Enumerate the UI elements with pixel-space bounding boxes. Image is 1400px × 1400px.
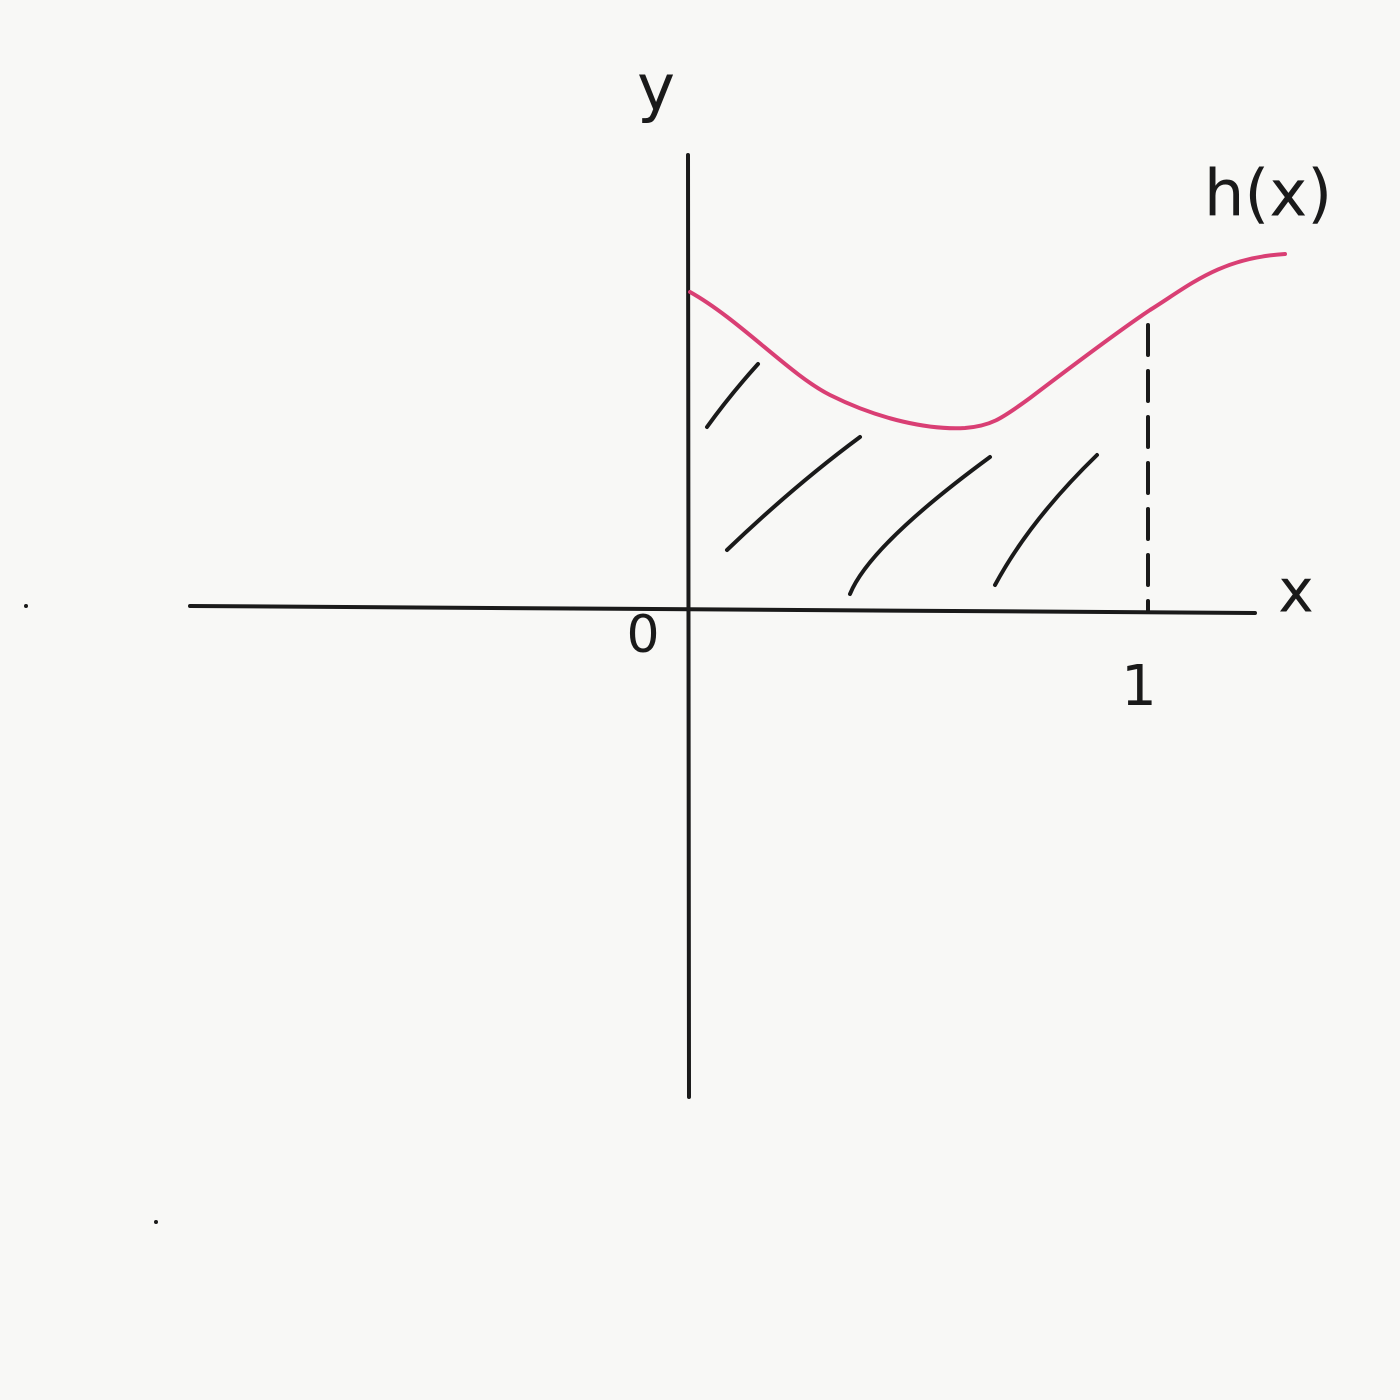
dot [24,604,28,608]
hatch-line [993,453,1099,587]
curve-label: h(x) [1204,158,1332,232]
x-mark-label: 1 [1121,654,1157,719]
curve [688,252,1287,431]
origin-label: 0 [626,605,659,665]
x-axis [188,604,1257,615]
hatch-line [848,455,992,596]
y-axis [686,153,691,1099]
x-axis-label: x [1278,557,1314,627]
hatch-line [725,435,862,552]
hatch-line [705,362,760,429]
y-axis-label: y [637,52,675,126]
dot [154,1220,158,1224]
